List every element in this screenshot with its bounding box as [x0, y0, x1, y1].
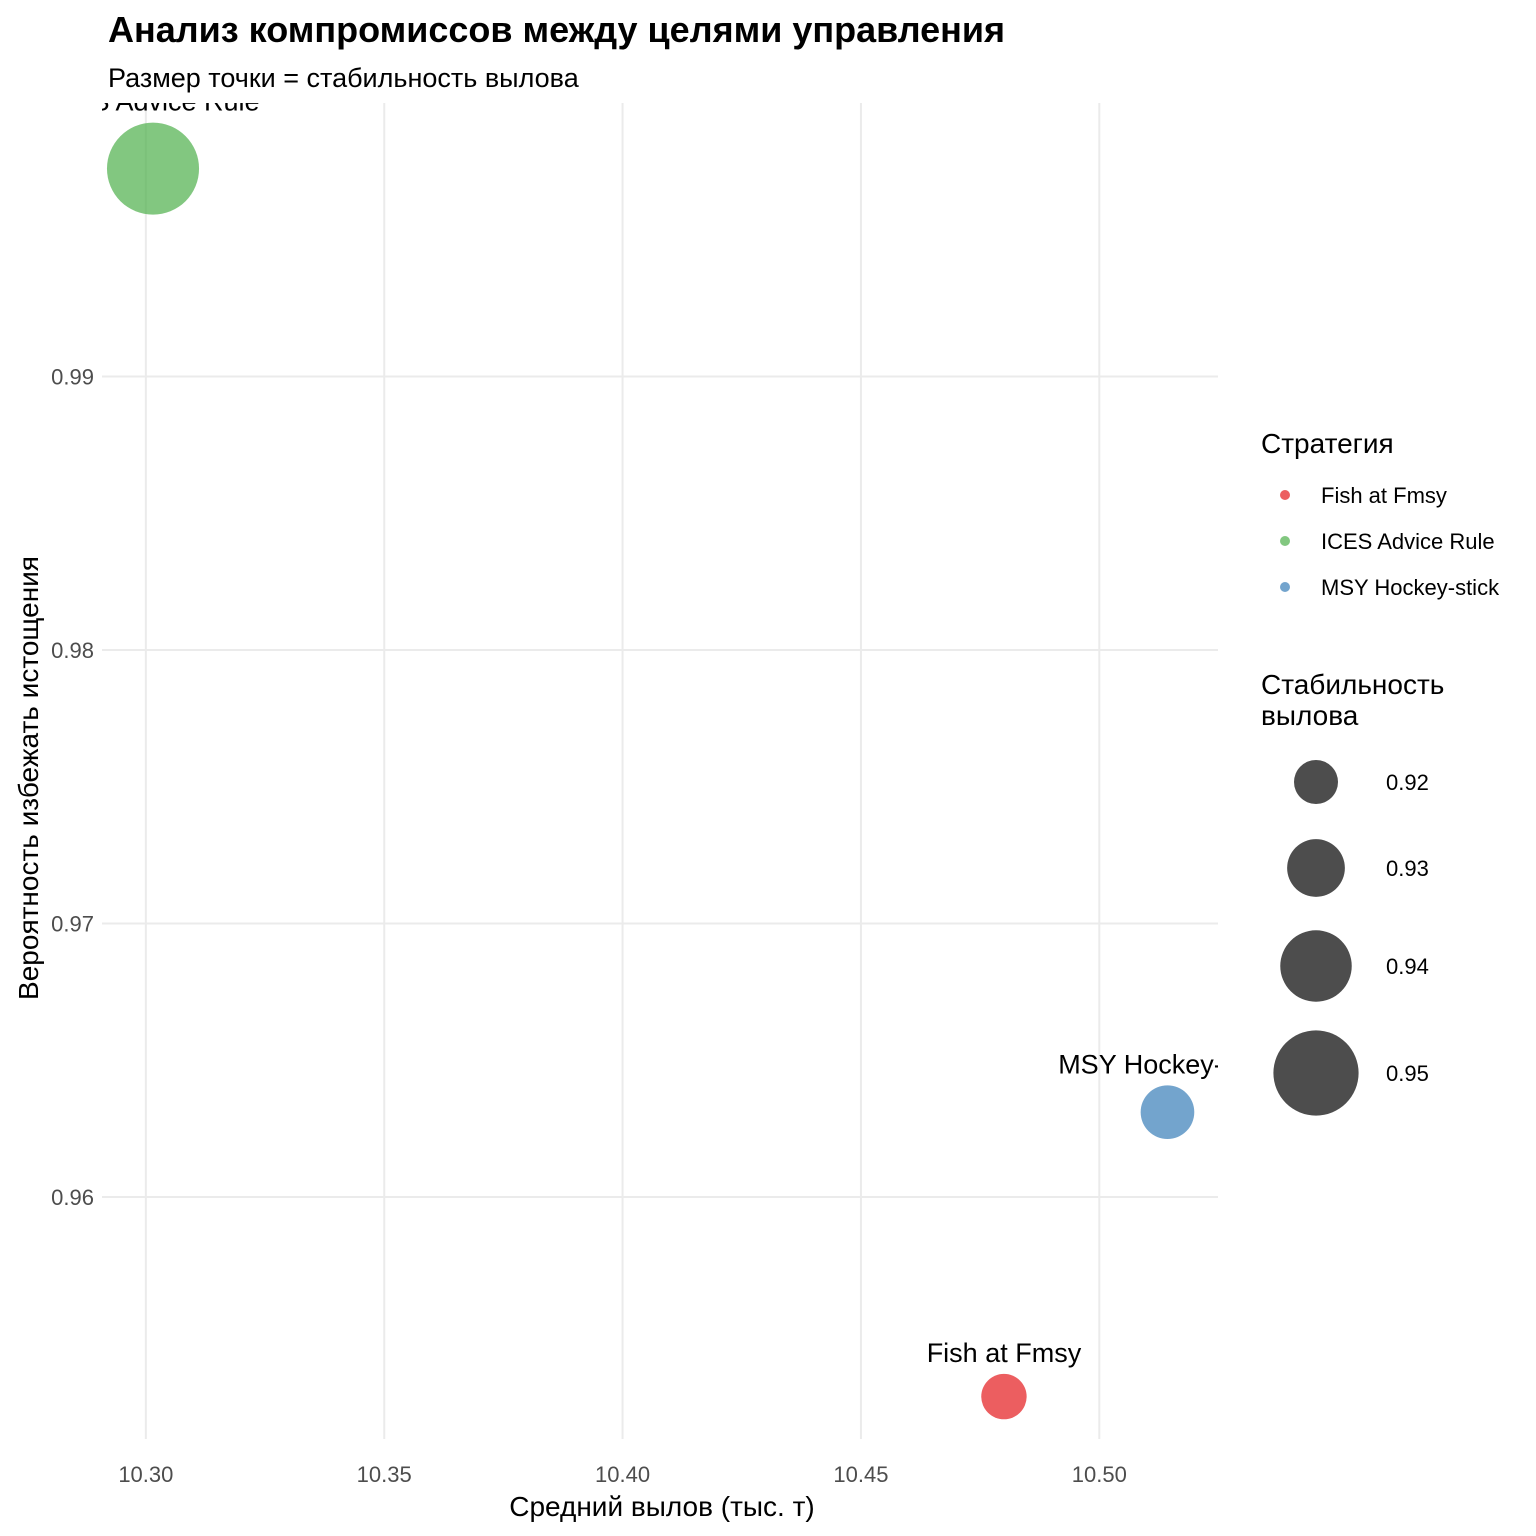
data-point: [981, 1373, 1027, 1420]
x-tick-label: 10.45: [833, 1462, 888, 1487]
color-legend-label: Fish at Fmsy: [1321, 483, 1447, 508]
size-legend-label: 0.95: [1386, 1061, 1429, 1086]
y-axis-ticks: 0.96 0.97 0.98 0.99: [51, 364, 94, 1209]
point-label: Fish at Fmsy: [927, 1338, 1082, 1368]
data-points: [106, 122, 1195, 1420]
grid-lines: [102, 103, 1218, 1439]
size-legend-label: 0.93: [1386, 856, 1429, 881]
y-tick-label: 0.99: [51, 364, 94, 389]
y-tick-label: 0.96: [51, 1185, 94, 1210]
y-tick-label: 0.97: [51, 911, 94, 936]
x-tick-label: 10.40: [595, 1462, 650, 1487]
chart-subtitle: Размер точки = стабильность вылова: [108, 63, 580, 93]
color-legend-label: ICES Advice Rule: [1321, 529, 1495, 554]
color-legend-label: MSY Hockey-stick: [1321, 575, 1500, 600]
color-legend-title: Стратегия: [1261, 428, 1394, 459]
color-legend-key: [1280, 582, 1290, 592]
color-legend-key: [1280, 490, 1290, 500]
color-legend: Стратегия Fish at Fmsy ICES Advice Rule MS…: [1261, 428, 1500, 600]
x-axis-title: Средний вылов (тыс. т): [509, 1491, 814, 1522]
size-legend-key: [1287, 839, 1345, 897]
point-labels: ICES Advice Rule MSY Hockey-stick Fish at …: [46, 87, 1277, 1368]
x-axis-ticks: 10.30 10.35 10.40 10.45 10.50: [118, 1462, 1127, 1487]
size-legend-title-line-2: вылова: [1261, 700, 1359, 731]
size-legend-label: 0.94: [1386, 954, 1429, 979]
point-label: ICES Advice Rule: [46, 87, 259, 117]
size-legend-key: [1280, 930, 1352, 1002]
size-legend-key: [1294, 760, 1338, 804]
data-point: [1140, 1085, 1195, 1139]
point-label: MSY Hockey-stick: [1058, 1049, 1277, 1079]
chart-title: Анализ компромиссов между целями управле…: [108, 9, 1005, 50]
size-legend-label: 0.92: [1386, 770, 1429, 795]
data-point: [106, 122, 200, 215]
size-legend-title-line-1: Стабильность: [1261, 669, 1444, 700]
color-legend-key: [1280, 536, 1290, 546]
size-legend-key: [1273, 1030, 1359, 1116]
x-tick-label: 10.35: [357, 1462, 412, 1487]
x-tick-label: 10.30: [118, 1462, 173, 1487]
x-tick-label: 10.50: [1072, 1462, 1127, 1487]
y-tick-label: 0.98: [51, 638, 94, 663]
size-legend: Стабильность вылова 0.92 0.93 0.94 0.95: [1261, 669, 1444, 1116]
y-axis-title: Вероятность избежать истощения: [13, 556, 44, 1000]
